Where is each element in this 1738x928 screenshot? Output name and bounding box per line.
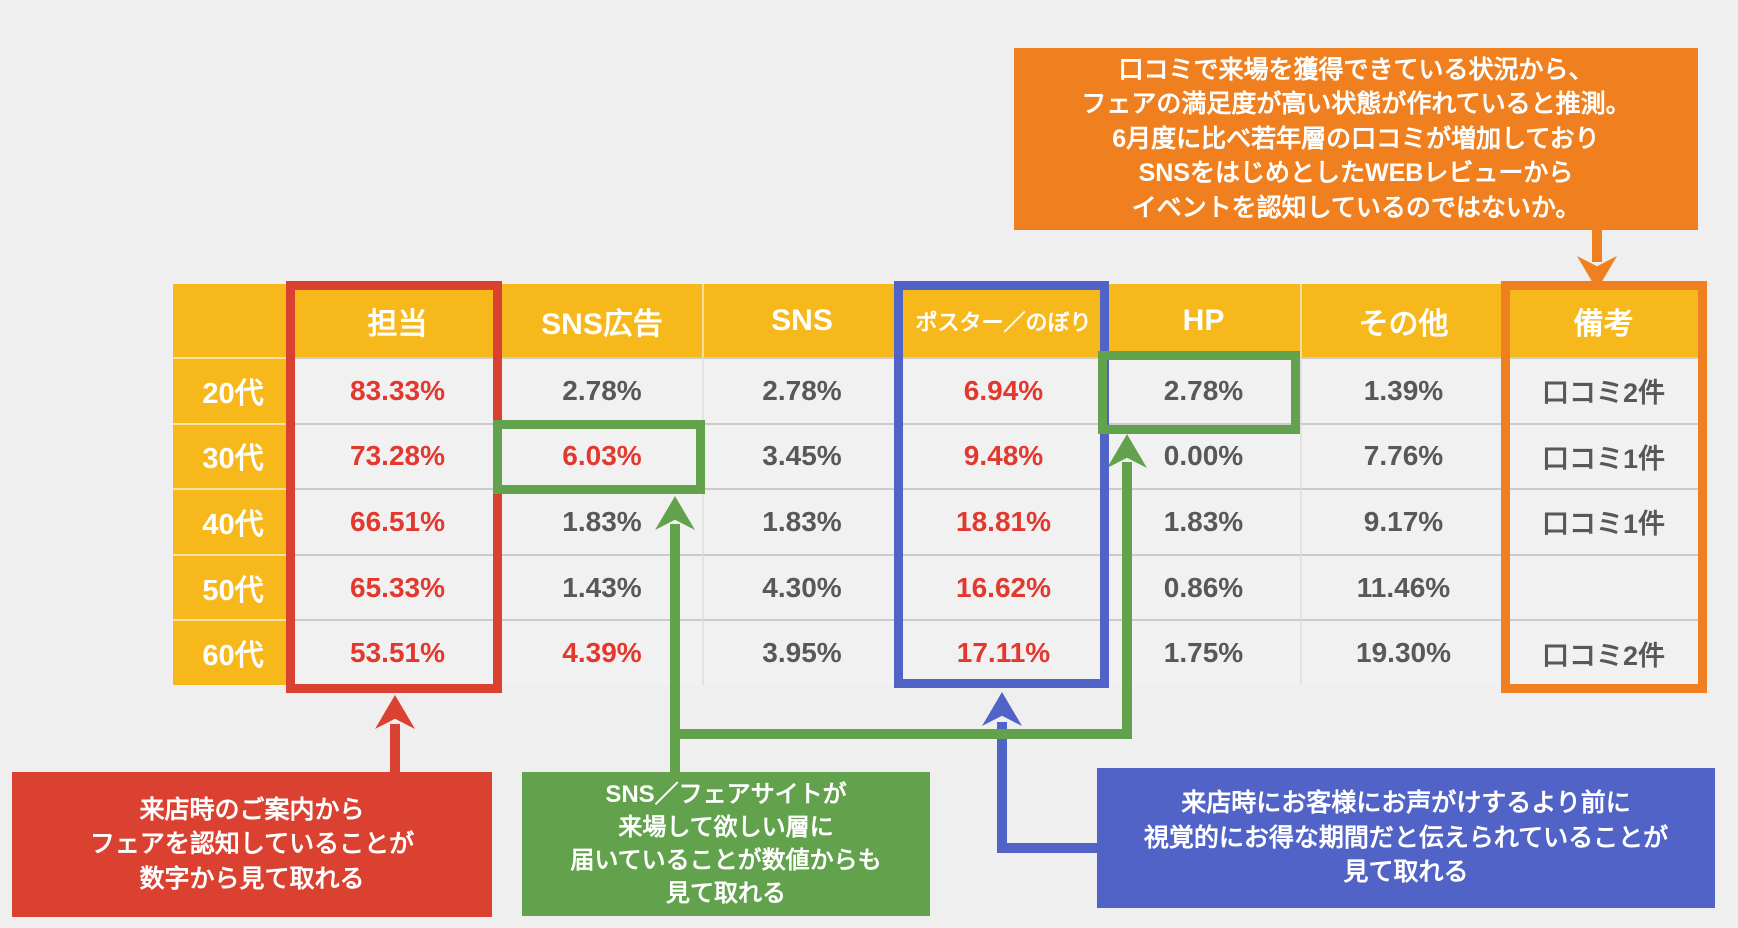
header-cell-bikou: 備考 (1505, 284, 1700, 357)
row-label-40s: 40代 (173, 488, 293, 554)
cell-60s-hp: 1.75% (1105, 619, 1300, 685)
header-cell-sns: SNS (702, 284, 900, 357)
cell-50s-other: 11.46% (1300, 553, 1505, 620)
cell-30s-sns: 3.45% (702, 422, 900, 489)
cell-60s-other: 19.30% (1300, 619, 1505, 685)
cell-40s-hp: 1.83% (1105, 488, 1300, 554)
highlight-sns-ad-cell (493, 420, 705, 494)
cell-60s-sns: 3.95% (702, 619, 900, 685)
cell-20s-tanto: 83.33% (293, 357, 500, 423)
cell-30s-tanto: 73.28% (293, 422, 500, 489)
cell-40s-poster: 18.81% (900, 488, 1105, 554)
red-connector-vertical (390, 724, 400, 772)
callout-word-of-mouth: 口コミで来場を獲得できている状況から、 フェアの満足度が高い状態が作れていると推… (1014, 48, 1698, 230)
highlight-bikou-column (1501, 281, 1707, 693)
cell-40s-bikou: 口コミ1件 (1505, 488, 1700, 554)
cell-40s-other: 9.17% (1300, 488, 1505, 554)
header-cell-poster: ポスター／のぼり (900, 284, 1105, 357)
cell-50s-sns: 4.30% (702, 553, 900, 620)
row-label-50s: 50代 (173, 553, 293, 620)
highlight-tanto-column (286, 281, 502, 693)
row-label-60s: 60代 (173, 619, 293, 685)
cell-30s-bikou: 口コミ1件 (1505, 422, 1700, 489)
blue-connector-vertical (997, 722, 1007, 848)
header-cell-hp: HP (1105, 284, 1300, 357)
blue-arrow-up-icon (982, 692, 1022, 726)
cell-50s-sns-ad: 1.43% (500, 553, 702, 620)
row-label-30s: 30代 (173, 422, 293, 489)
header-cell-other: その他 (1300, 284, 1505, 357)
callout-poster: 来店時にお客様にお声がけするより前に 視覚的にお得な期間だと伝えられていることが… (1097, 768, 1715, 908)
blue-connector-horizontal (997, 843, 1097, 853)
cell-50s-poster: 16.62% (900, 553, 1105, 620)
cell-20s-bikou: 口コミ2件 (1505, 357, 1700, 423)
header-cell-sns-ad: SNS広告 (500, 284, 702, 357)
awareness-table: 担当 SNS広告 SNS ポスター／のぼり HP その他 備考 20代 83.3… (173, 284, 1700, 685)
callout-staff: 来店時のご案内から フェアを認知していることが 数字から見て取れる (12, 772, 492, 917)
row-label-20s: 20代 (173, 357, 293, 423)
cell-60s-poster: 17.11% (900, 619, 1105, 685)
orange-connector-vertical (1592, 230, 1602, 262)
green-connector-horizontal (670, 729, 1132, 739)
green-connector-vertical-left (670, 524, 680, 772)
callout-sns: SNS／フェアサイトが 来場して欲しい層に 届いていることが数値からも 見て取れ… (522, 772, 930, 916)
cell-20s-sns-ad: 2.78% (500, 357, 702, 423)
cell-20s-poster: 6.94% (900, 357, 1105, 423)
green-connector-vertical-right (1122, 462, 1132, 739)
header-cell-tanto: 担当 (293, 284, 500, 357)
cell-30s-other: 7.76% (1300, 422, 1505, 489)
cell-50s-hp: 0.86% (1105, 553, 1300, 620)
cell-40s-tanto: 66.51% (293, 488, 500, 554)
cell-40s-sns: 1.83% (702, 488, 900, 554)
cell-20s-sns: 2.78% (702, 357, 900, 423)
cell-60s-tanto: 53.51% (293, 619, 500, 685)
cell-30s-poster: 9.48% (900, 422, 1105, 489)
cell-60s-bikou: 口コミ2件 (1505, 619, 1700, 685)
cell-50s-tanto: 65.33% (293, 553, 500, 620)
highlight-hp-cell (1098, 351, 1300, 434)
highlight-poster-column (894, 281, 1109, 688)
cell-20s-other: 1.39% (1300, 357, 1505, 423)
header-cell-age (173, 284, 293, 357)
cell-30s-sns-ad: 6.03% (500, 422, 702, 489)
